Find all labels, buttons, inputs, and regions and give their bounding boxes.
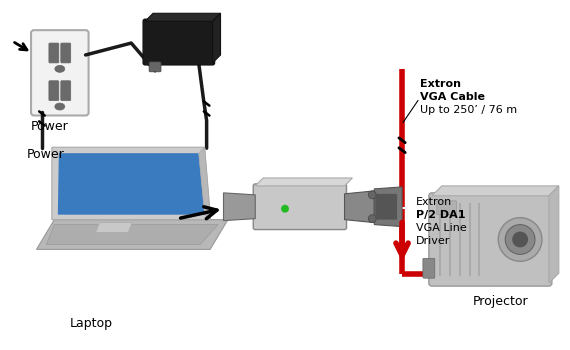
Polygon shape xyxy=(52,147,210,220)
Polygon shape xyxy=(36,220,228,250)
Polygon shape xyxy=(96,223,132,232)
FancyBboxPatch shape xyxy=(253,184,347,230)
FancyBboxPatch shape xyxy=(31,30,88,116)
Circle shape xyxy=(368,191,376,199)
FancyBboxPatch shape xyxy=(61,43,71,63)
Ellipse shape xyxy=(55,65,65,72)
Polygon shape xyxy=(549,186,559,283)
Circle shape xyxy=(512,232,528,247)
Ellipse shape xyxy=(55,103,65,110)
Text: Power: Power xyxy=(27,148,65,161)
FancyBboxPatch shape xyxy=(437,201,457,215)
Circle shape xyxy=(368,215,376,223)
FancyBboxPatch shape xyxy=(61,81,71,100)
Circle shape xyxy=(498,218,542,261)
Polygon shape xyxy=(46,225,218,244)
FancyBboxPatch shape xyxy=(49,81,59,100)
FancyBboxPatch shape xyxy=(49,43,59,63)
Text: Driver: Driver xyxy=(416,236,450,245)
Text: Extron: Extron xyxy=(416,197,452,207)
Polygon shape xyxy=(199,147,210,220)
Polygon shape xyxy=(432,186,559,196)
FancyBboxPatch shape xyxy=(423,258,435,278)
Circle shape xyxy=(505,225,535,254)
Polygon shape xyxy=(58,153,205,215)
Polygon shape xyxy=(374,187,402,226)
Text: Extron: Extron xyxy=(420,79,461,89)
Polygon shape xyxy=(213,13,221,63)
Polygon shape xyxy=(255,178,352,186)
FancyBboxPatch shape xyxy=(375,194,397,220)
Text: Power: Power xyxy=(31,120,69,133)
Polygon shape xyxy=(145,13,221,21)
Polygon shape xyxy=(223,193,255,220)
Text: Laptop: Laptop xyxy=(70,317,113,330)
FancyBboxPatch shape xyxy=(149,62,161,72)
Circle shape xyxy=(281,205,289,213)
Text: Up to 250’ / 76 m: Up to 250’ / 76 m xyxy=(420,105,517,114)
Text: VGA Line: VGA Line xyxy=(416,223,467,233)
Text: VGA Cable: VGA Cable xyxy=(420,92,485,102)
FancyBboxPatch shape xyxy=(143,19,214,65)
Text: P/2 DA1: P/2 DA1 xyxy=(416,210,466,220)
FancyBboxPatch shape xyxy=(429,193,552,286)
Polygon shape xyxy=(344,191,374,223)
Text: Projector: Projector xyxy=(473,295,528,308)
